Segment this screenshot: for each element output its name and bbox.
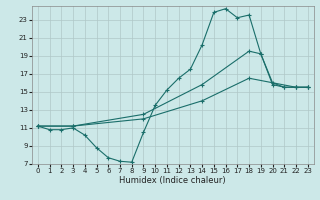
X-axis label: Humidex (Indice chaleur): Humidex (Indice chaleur) (119, 176, 226, 185)
